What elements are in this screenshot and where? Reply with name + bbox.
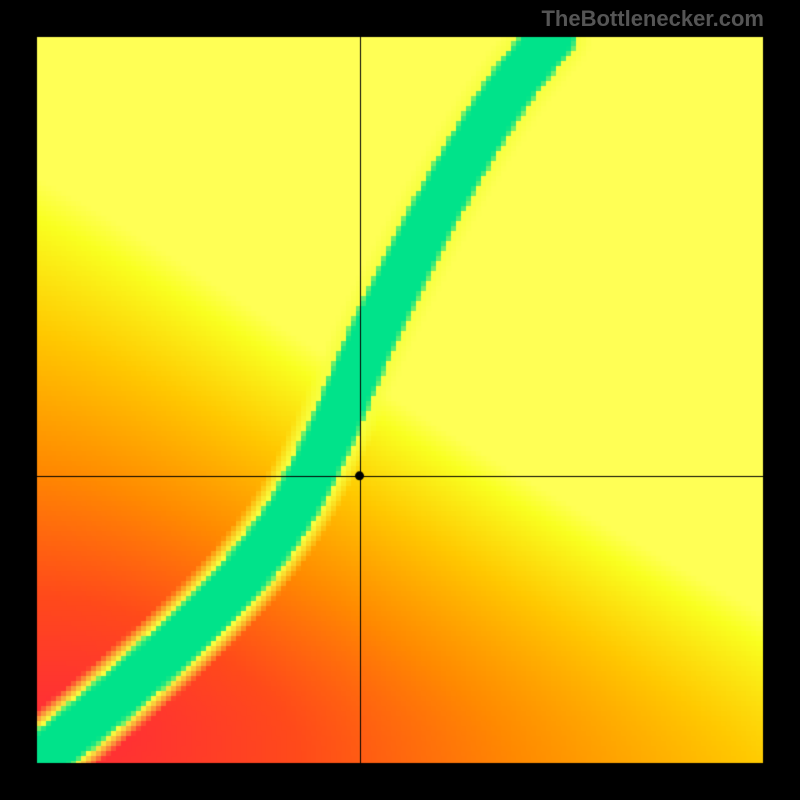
watermark-text: TheBottlenecker.com bbox=[541, 6, 764, 32]
bottleneck-heatmap-canvas bbox=[0, 0, 800, 800]
chart-container: TheBottlenecker.com bbox=[0, 0, 800, 800]
